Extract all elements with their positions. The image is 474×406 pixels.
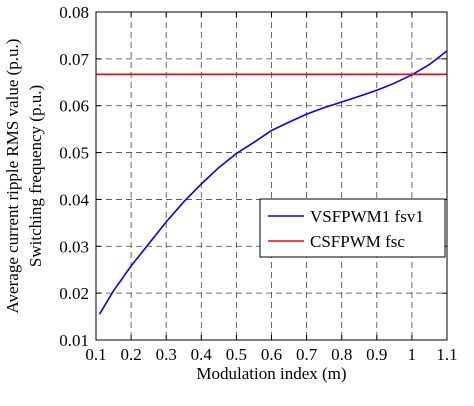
y-axis-label-primary: Average current ripple RMS value (p.u.)	[3, 39, 22, 314]
y-tick-label: 0.04	[59, 190, 89, 209]
x-tick-labels: 0.1 0.2 0.3 0.4 0.5 0.6 0.7 0.8 0.9 1 1.1	[85, 345, 457, 364]
legend-entry-csfpwm: CSFPWM fsc	[310, 232, 405, 251]
x-tick-label: 0.8	[331, 345, 352, 364]
x-tick-label: 0.6	[261, 345, 282, 364]
y-axis-label-secondary: Switching frequency (p.u.)	[26, 85, 45, 267]
x-tick-label: 0.7	[296, 345, 318, 364]
legend-box	[259, 198, 446, 258]
y-tick-label: 0.05	[59, 144, 89, 163]
x-tick-label: 0.4	[191, 345, 213, 364]
series-layer	[96, 50, 448, 315]
x-tick-label: 1.1	[436, 345, 457, 364]
x-axis-label: Modulation index (m)	[196, 364, 346, 383]
grid	[96, 12, 447, 340]
y-tick-label: 0.03	[59, 237, 89, 256]
y-tick-label: 0.02	[59, 284, 89, 303]
y-tick-label: 0.06	[59, 97, 89, 116]
ticks	[95, 11, 448, 341]
y-tick-label: 0.01	[59, 331, 89, 350]
series-line-0	[98, 50, 448, 315]
x-tick-label: 0.2	[120, 345, 141, 364]
x-tick-label: 0.9	[366, 345, 387, 364]
x-tick-label: 0.3	[156, 345, 177, 364]
x-tick-label: 1	[408, 345, 417, 364]
legend-entry-vsfpwm1: VSFPWM1 fsv1	[310, 207, 424, 226]
x-tick-label: 0.5	[226, 345, 247, 364]
y-tick-label: 0.08	[59, 3, 89, 22]
y-tick-label: 0.07	[59, 50, 89, 69]
legend: VSFPWM1 fsv1 CSFPWM fsc	[259, 198, 446, 258]
y-tick-labels: 0.01 0.02 0.03 0.04 0.05 0.06 0.07 0.08	[59, 3, 89, 350]
x-tick-label: 0.1	[85, 345, 106, 364]
